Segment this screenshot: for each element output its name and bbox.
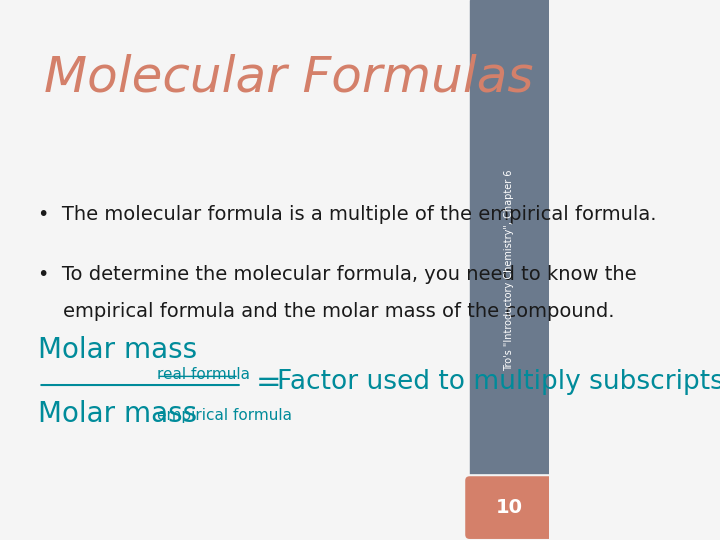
Text: Molar mass: Molar mass bbox=[38, 336, 197, 365]
Text: 10: 10 bbox=[496, 498, 523, 517]
Text: Factor used to multiply subscripts: Factor used to multiply subscripts bbox=[277, 369, 720, 395]
Text: •  The molecular formula is a multiple of the empirical formula.: • The molecular formula is a multiple of… bbox=[38, 205, 657, 224]
Text: empirical formula and the molar mass of the compound.: empirical formula and the molar mass of … bbox=[63, 302, 615, 321]
Text: Tro's "Introductory Chemistry", Chapter 6: Tro's "Introductory Chemistry", Chapter … bbox=[505, 169, 515, 371]
Text: Molar mass: Molar mass bbox=[38, 400, 197, 428]
Text: =: = bbox=[256, 368, 281, 397]
Bar bbox=[469, 0, 549, 540]
Text: empirical formula: empirical formula bbox=[156, 408, 292, 423]
Text: •  To determine the molecular formula, you need to know the: • To determine the molecular formula, yo… bbox=[38, 265, 637, 284]
Text: Molecular Formulas: Molecular Formulas bbox=[44, 54, 534, 102]
FancyBboxPatch shape bbox=[464, 475, 555, 540]
Text: real formula: real formula bbox=[156, 367, 250, 382]
